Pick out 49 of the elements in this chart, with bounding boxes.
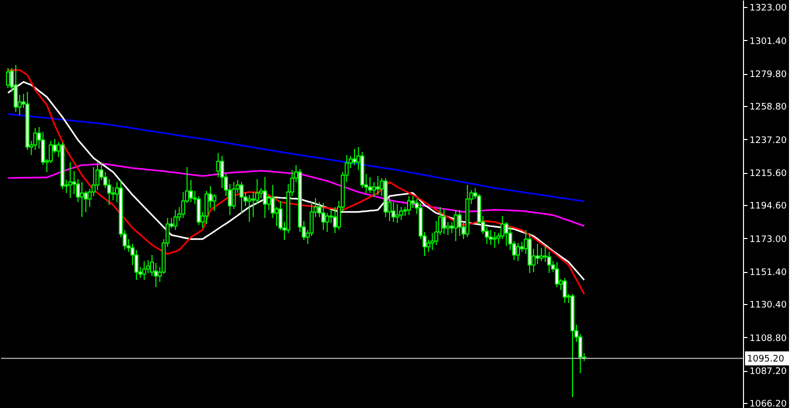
y-tick-label: 1301.40 [750, 36, 787, 47]
y-tick-label: 1237.20 [750, 136, 787, 146]
y-tick-label: 1130.40 [750, 300, 787, 311]
candlestick [188, 180, 193, 203]
candlestick [352, 148, 356, 166]
y-tick-label: 1151.40 [750, 268, 787, 278]
candlestick [535, 243, 540, 265]
candlestick [399, 206, 404, 220]
candlestick [80, 182, 84, 218]
candlestick [368, 176, 372, 194]
candlestick [333, 206, 338, 234]
candlestick [321, 202, 326, 230]
candlestick [142, 260, 146, 280]
y-tick-label: 1323.00 [750, 3, 787, 14]
candlestick [240, 182, 244, 214]
y-tick-label: 1258.80 [750, 102, 787, 112]
candlestick [458, 209, 462, 237]
candlestick [216, 152, 220, 178]
candlestick [454, 209, 458, 242]
candlestick [212, 194, 216, 212]
candlestick [488, 229, 493, 246]
ref-line-label: 1095.20 [747, 354, 784, 364]
candlestick [562, 277, 567, 304]
candlestick [554, 262, 559, 288]
candlestick [492, 231, 497, 248]
candlestick [68, 162, 72, 199]
candlestick [504, 221, 508, 246]
y-tick-label: 1108.80 [750, 334, 787, 344]
candlestick [325, 212, 330, 232]
y-tick-label: 1279.80 [750, 70, 787, 80]
candlestick [520, 241, 524, 252]
line-series [7, 113, 585, 202]
candlestick [539, 247, 544, 262]
y-tick-label: 1173.00 [750, 234, 787, 245]
candlestick [173, 209, 178, 230]
candlestick [6, 68, 10, 88]
candlestick [395, 204, 400, 224]
candlestick [442, 208, 446, 234]
y-tick-label: 1215.60 [750, 169, 787, 180]
candlestick [406, 196, 411, 216]
y-tick-label: 1194.60 [750, 202, 787, 212]
candlestick [516, 242, 520, 262]
candlestick [251, 192, 256, 218]
candlestick [247, 194, 252, 222]
candlestick [376, 176, 380, 196]
candlestick [262, 176, 267, 218]
candlestick [204, 190, 209, 224]
y-tick-label: 1087.20 [750, 367, 787, 378]
y-tick-label: 1066.20 [750, 400, 787, 408]
